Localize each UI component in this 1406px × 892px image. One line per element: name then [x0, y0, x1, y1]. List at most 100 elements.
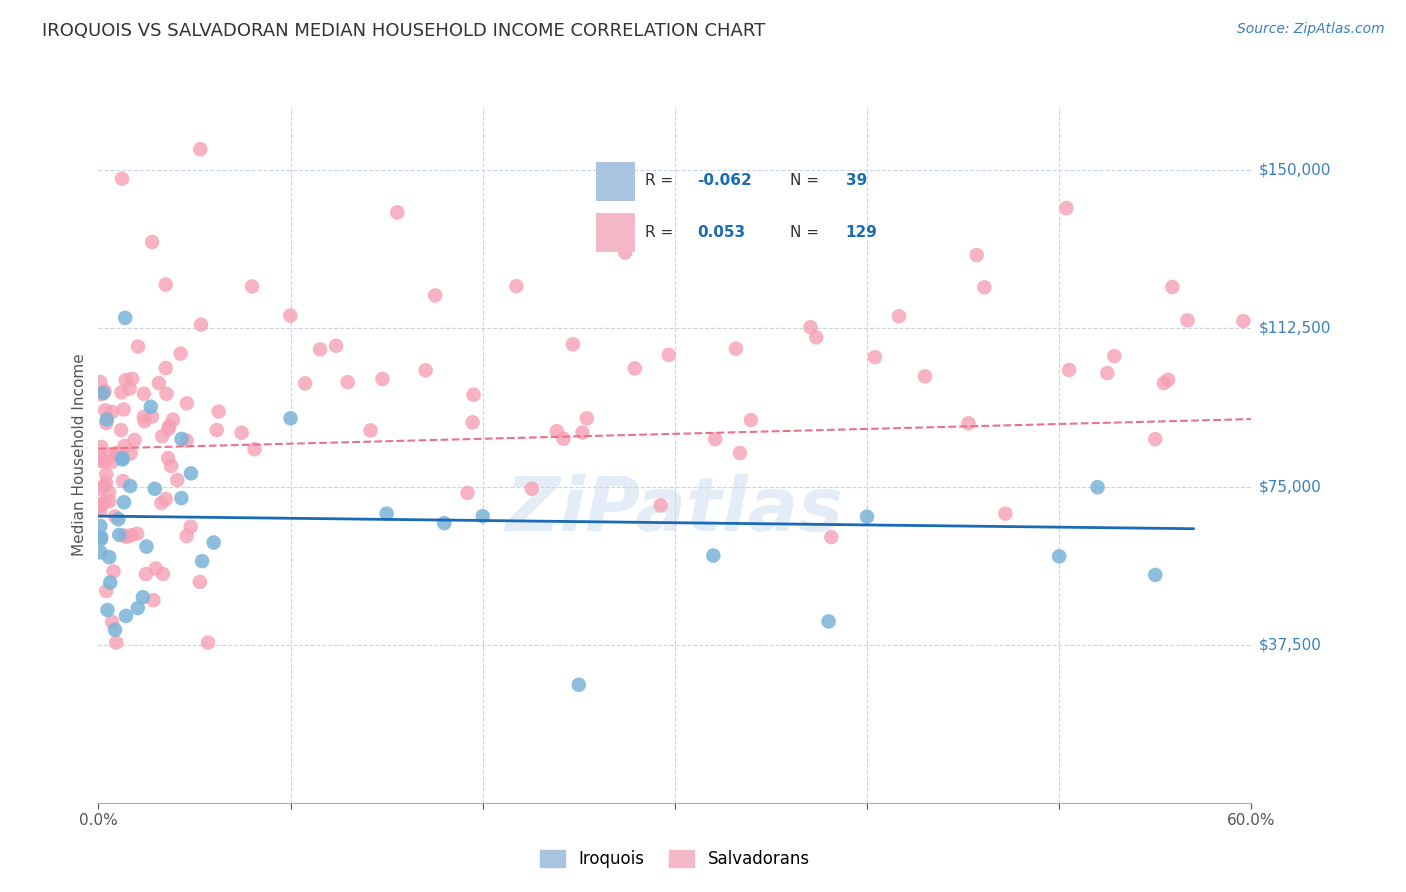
Point — [463, 387, 485, 401]
Point — [914, 369, 936, 384]
Point — [145, 561, 167, 575]
Point — [280, 411, 302, 425]
Point — [188, 142, 211, 156]
Point — [966, 248, 988, 262]
Point — [98, 494, 121, 508]
Point — [89, 450, 111, 465]
Point — [155, 277, 177, 292]
Point — [112, 402, 135, 417]
Point — [658, 348, 681, 362]
Point — [162, 412, 184, 426]
Point — [336, 375, 359, 389]
Point — [568, 678, 591, 692]
Point — [112, 495, 135, 509]
Point — [231, 425, 253, 440]
Text: $75,000: $75,000 — [1258, 479, 1322, 494]
Point — [176, 396, 198, 410]
Point — [118, 382, 141, 396]
Point — [139, 400, 162, 414]
Point — [294, 376, 316, 391]
Point — [94, 475, 117, 490]
Point — [415, 363, 437, 377]
Text: IROQUOIS VS SALVADORAN MEDIAN HOUSEHOLD INCOME CORRELATION CHART: IROQUOIS VS SALVADORAN MEDIAN HOUSEHOLD … — [42, 22, 765, 40]
Point — [190, 318, 212, 332]
Point — [724, 342, 747, 356]
Point — [89, 503, 111, 517]
Point — [94, 454, 117, 468]
Point — [433, 516, 456, 530]
Point — [1177, 313, 1199, 327]
Point — [1097, 366, 1119, 380]
Point — [309, 343, 332, 357]
Point — [98, 485, 121, 500]
Point — [115, 530, 138, 544]
Point — [96, 583, 118, 598]
Point — [191, 554, 214, 568]
Point — [1157, 373, 1180, 387]
Point — [375, 507, 398, 521]
Point — [98, 550, 121, 565]
Point — [97, 448, 120, 462]
Point — [1087, 480, 1109, 494]
Point — [90, 530, 112, 544]
Point — [90, 532, 112, 546]
Point — [457, 486, 479, 500]
Text: Source: ZipAtlas.com: Source: ZipAtlas.com — [1237, 22, 1385, 37]
Point — [89, 482, 111, 496]
Point — [96, 603, 118, 617]
Point — [325, 339, 347, 353]
Point — [180, 467, 202, 481]
Point — [108, 528, 131, 542]
Point — [89, 519, 111, 533]
Point — [205, 423, 228, 437]
Point — [101, 405, 124, 419]
Point — [114, 528, 136, 542]
Point — [90, 440, 112, 454]
Point — [1057, 363, 1080, 377]
Point — [1161, 280, 1184, 294]
Point — [127, 526, 149, 541]
Point — [973, 280, 995, 294]
Point — [141, 235, 163, 249]
Point — [425, 288, 447, 302]
Point — [887, 310, 910, 324]
Point — [150, 429, 173, 443]
Point — [132, 591, 155, 605]
Point — [197, 635, 219, 649]
Point — [1047, 549, 1070, 564]
Point — [505, 279, 527, 293]
Point — [103, 565, 125, 579]
Point — [110, 423, 132, 437]
Point — [110, 385, 132, 400]
Y-axis label: Median Household Income: Median Household Income — [72, 353, 87, 557]
Point — [155, 491, 177, 506]
Point — [89, 375, 111, 389]
Point — [104, 623, 127, 637]
Point — [157, 422, 180, 436]
Point — [520, 482, 543, 496]
Point — [546, 424, 568, 438]
Point — [142, 593, 165, 607]
Point — [170, 491, 193, 505]
Point — [614, 245, 637, 260]
Point — [93, 384, 115, 398]
Point — [89, 454, 111, 468]
Point — [702, 549, 724, 563]
Point — [105, 448, 128, 462]
Point — [202, 535, 225, 549]
Point — [553, 432, 575, 446]
Point — [143, 482, 166, 496]
Point — [96, 412, 118, 426]
Point — [806, 330, 828, 344]
Point — [127, 601, 149, 615]
Point — [1144, 432, 1167, 446]
Point — [96, 416, 118, 430]
Point — [243, 442, 266, 457]
Point — [624, 361, 647, 376]
Point — [994, 507, 1017, 521]
Point — [124, 433, 146, 447]
Point — [387, 205, 409, 219]
Point — [371, 372, 394, 386]
Point — [148, 376, 170, 391]
Point — [141, 409, 163, 424]
